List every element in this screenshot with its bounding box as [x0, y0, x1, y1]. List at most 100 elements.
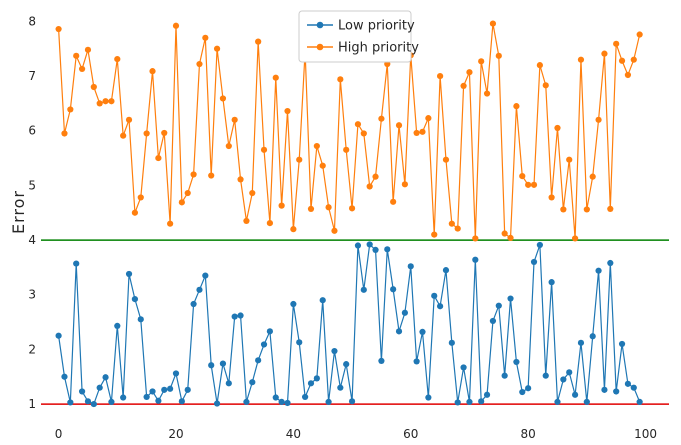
data-point-low-priority — [202, 272, 209, 279]
data-point-low-priority — [513, 358, 520, 366]
data-point-low-priority — [155, 397, 162, 404]
data-point-high-priority — [84, 46, 92, 53]
data-point-low-priority — [249, 379, 256, 386]
series-line-high-priority — [58, 22, 641, 240]
data-point-high-priority — [583, 206, 590, 213]
data-point-low-priority — [143, 393, 150, 401]
data-point-low-priority — [448, 339, 455, 346]
data-point-low-priority — [108, 398, 115, 405]
data-point-low-priority — [231, 313, 238, 320]
data-point-high-priority — [571, 235, 579, 242]
y-tick-label: 4 — [28, 233, 36, 247]
data-point-low-priority — [208, 362, 215, 369]
data-point-low-priority — [630, 384, 637, 391]
data-point-low-priority — [237, 312, 244, 319]
y-tick-label: 5 — [28, 178, 36, 192]
data-point-high-priority — [120, 132, 127, 139]
x-tick-label: 20 — [168, 427, 183, 441]
data-point-low-priority — [313, 375, 320, 382]
data-point-high-priority — [413, 129, 420, 137]
data-point-low-priority — [255, 357, 262, 364]
data-point-low-priority — [566, 369, 573, 376]
y-tick-label: 6 — [28, 124, 36, 138]
data-point-high-priority — [613, 40, 620, 47]
data-point-low-priority — [120, 394, 127, 401]
data-point-low-priority — [190, 300, 197, 308]
data-point-low-priority — [284, 399, 291, 407]
data-point-high-priority — [554, 124, 561, 132]
data-point-high-priority — [190, 171, 197, 178]
data-point-high-priority — [466, 69, 473, 76]
data-point-high-priority — [577, 56, 585, 63]
data-point-high-priority — [419, 128, 426, 135]
data-point-low-priority — [96, 384, 103, 391]
data-point-low-priority — [84, 398, 92, 405]
data-point-high-priority — [67, 106, 74, 113]
data-point-high-priority — [161, 129, 168, 137]
data-point-low-priority — [131, 296, 139, 303]
y-tick-label: 1 — [28, 397, 36, 411]
data-point-low-priority — [167, 385, 174, 392]
data-point-high-priority — [343, 146, 350, 153]
data-point-low-priority — [307, 380, 315, 387]
data-point-high-priority — [307, 205, 315, 213]
data-point-high-priority — [143, 130, 150, 137]
data-point-high-priority — [525, 181, 532, 188]
data-point-low-priority — [266, 328, 273, 335]
data-point-low-priority — [278, 398, 285, 405]
y-tick-label: 8 — [28, 14, 36, 28]
data-point-high-priority — [114, 56, 121, 63]
data-point-high-priority — [460, 82, 467, 90]
data-point-low-priority — [125, 270, 133, 278]
data-point-high-priority — [589, 173, 596, 180]
data-point-low-priority — [384, 246, 391, 253]
series-low-priority — [55, 241, 643, 408]
data-point-low-priority — [290, 300, 297, 308]
data-point-high-priority — [137, 194, 144, 201]
data-point-low-priority — [454, 399, 461, 406]
data-point-high-priority — [495, 52, 502, 59]
data-point-high-priority — [607, 205, 614, 213]
data-point-low-priority — [548, 279, 555, 286]
data-point-high-priority — [243, 217, 250, 225]
data-point-low-priority — [67, 399, 74, 406]
data-point-low-priority — [425, 394, 432, 401]
data-point-high-priority — [501, 230, 508, 237]
data-point-low-priority — [489, 317, 497, 325]
data-point-low-priority — [483, 391, 491, 398]
data-point-low-priority — [607, 259, 614, 267]
data-point-low-priority — [501, 372, 508, 379]
x-tick-label: 40 — [286, 427, 301, 441]
data-point-high-priority — [178, 199, 185, 206]
data-point-low-priority — [519, 388, 526, 396]
data-point-low-priority — [172, 370, 180, 377]
data-point-high-priority — [425, 115, 432, 122]
data-point-low-priority — [595, 267, 602, 274]
data-point-high-priority — [208, 172, 215, 179]
data-point-high-priority — [472, 235, 479, 242]
data-point-low-priority — [319, 297, 326, 304]
series-line-low-priority — [58, 243, 641, 405]
data-point-low-priority — [184, 386, 191, 393]
y-tick-label: 2 — [28, 342, 36, 356]
data-point-high-priority — [237, 176, 244, 183]
data-point-low-priority — [460, 364, 467, 371]
data-point-high-priority — [478, 58, 485, 65]
legend-label-low-priority: Low priority — [338, 19, 415, 34]
data-point-high-priority — [96, 100, 103, 107]
data-point-low-priority — [196, 286, 203, 293]
data-point-high-priority — [278, 202, 285, 209]
data-point-low-priority — [161, 386, 168, 393]
data-point-high-priority — [184, 189, 191, 197]
data-point-high-priority — [272, 74, 279, 81]
data-point-low-priority — [542, 372, 549, 379]
data-point-low-priority — [343, 361, 350, 368]
data-point-high-priority — [360, 130, 367, 137]
data-point-high-priority — [155, 154, 162, 162]
data-point-low-priority — [296, 339, 303, 346]
data-point-high-priority — [395, 122, 403, 129]
data-point-low-priority — [419, 328, 426, 336]
data-point-low-priority — [613, 388, 620, 395]
data-point-low-priority — [577, 339, 585, 346]
